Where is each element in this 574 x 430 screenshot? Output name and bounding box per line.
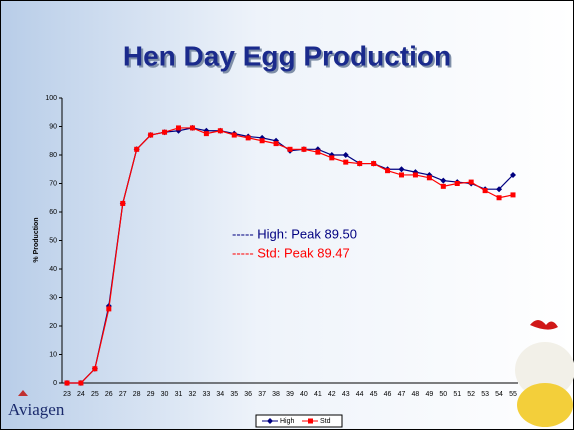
point xyxy=(260,138,265,143)
x-tick-label: 54 xyxy=(495,391,503,398)
x-tick-label: 28 xyxy=(133,391,141,398)
x-tick-label: 23 xyxy=(63,391,71,398)
x-tick-label: 29 xyxy=(147,391,155,398)
point xyxy=(134,147,139,152)
x-tick-label: 41 xyxy=(314,391,322,398)
point xyxy=(218,128,223,133)
y-tick-label: 100 xyxy=(45,95,57,102)
y-tick-label: 60 xyxy=(49,209,57,216)
x-tick-label: 48 xyxy=(412,391,420,398)
y-tick-label: 50 xyxy=(49,237,57,244)
point xyxy=(204,131,209,136)
x-tick-label: 25 xyxy=(91,391,99,398)
point xyxy=(78,381,83,386)
legend-marker xyxy=(308,419,313,424)
point xyxy=(274,141,279,146)
point xyxy=(301,147,306,152)
point xyxy=(246,135,251,140)
y-tick-label: 0 xyxy=(53,380,57,387)
point xyxy=(288,147,293,152)
x-tick-label: 36 xyxy=(244,391,252,398)
chart-title: Hen Day Egg Production xyxy=(123,40,451,71)
legend-label: High xyxy=(280,418,295,425)
y-axis-label: % Production xyxy=(33,217,40,262)
y-tick-label: 80 xyxy=(49,152,57,159)
point xyxy=(427,175,432,180)
point xyxy=(106,306,111,311)
point xyxy=(497,195,502,200)
point xyxy=(469,180,474,185)
x-tick-label: 42 xyxy=(328,391,336,398)
point xyxy=(455,181,460,186)
y-tick-label: 10 xyxy=(49,351,57,358)
point xyxy=(315,150,320,155)
x-tick-label: 53 xyxy=(481,391,489,398)
point xyxy=(441,184,446,189)
point xyxy=(120,201,125,206)
x-tick-label: 33 xyxy=(202,391,210,398)
point xyxy=(176,125,181,130)
y-tick-label: 40 xyxy=(49,266,57,273)
annotation: ----- High: Peak 89.50 xyxy=(232,226,357,241)
y-tick-label: 90 xyxy=(49,123,57,130)
x-tick-label: 24 xyxy=(77,391,85,398)
x-tick-label: 30 xyxy=(161,391,169,398)
x-tick-label: 34 xyxy=(216,391,224,398)
x-tick-label: 26 xyxy=(105,391,113,398)
y-tick-label: 70 xyxy=(49,180,57,187)
logo: Aviagen xyxy=(8,400,65,419)
point xyxy=(511,192,516,197)
x-tick-label: 46 xyxy=(384,391,392,398)
x-tick-label: 39 xyxy=(286,391,294,398)
point xyxy=(148,133,153,138)
x-tick-label: 27 xyxy=(119,391,127,398)
x-tick-label: 35 xyxy=(230,391,238,398)
point xyxy=(329,155,334,160)
x-tick-label: 51 xyxy=(453,391,461,398)
annotation: ----- Std: Peak 89.47 xyxy=(232,245,350,260)
x-tick-label: 50 xyxy=(439,391,447,398)
x-tick-label: 43 xyxy=(342,391,350,398)
legend-label: Std xyxy=(320,418,331,425)
slide: Hen Day Egg Production Hen Day Egg Produ… xyxy=(0,0,574,430)
x-tick-label: 52 xyxy=(467,391,475,398)
point xyxy=(399,172,404,177)
x-tick-label: 47 xyxy=(398,391,406,398)
x-tick-label: 45 xyxy=(370,391,378,398)
x-tick-label: 44 xyxy=(356,391,364,398)
point xyxy=(343,160,348,165)
point xyxy=(190,125,195,130)
y-tick-label: 30 xyxy=(49,294,57,301)
x-tick-label: 38 xyxy=(272,391,280,398)
point xyxy=(413,172,418,177)
point xyxy=(371,161,376,166)
point xyxy=(65,381,70,386)
x-tick-label: 40 xyxy=(300,391,308,398)
x-tick-label: 49 xyxy=(425,391,433,398)
x-tick-label: 32 xyxy=(189,391,197,398)
point xyxy=(232,133,237,138)
point xyxy=(162,130,167,135)
point xyxy=(483,188,488,193)
point xyxy=(357,161,362,166)
x-tick-label: 31 xyxy=(175,391,183,398)
point xyxy=(385,168,390,173)
y-tick-label: 20 xyxy=(49,323,57,330)
x-tick-label: 37 xyxy=(258,391,266,398)
point xyxy=(92,366,97,371)
x-tick-label: 55 xyxy=(509,391,517,398)
